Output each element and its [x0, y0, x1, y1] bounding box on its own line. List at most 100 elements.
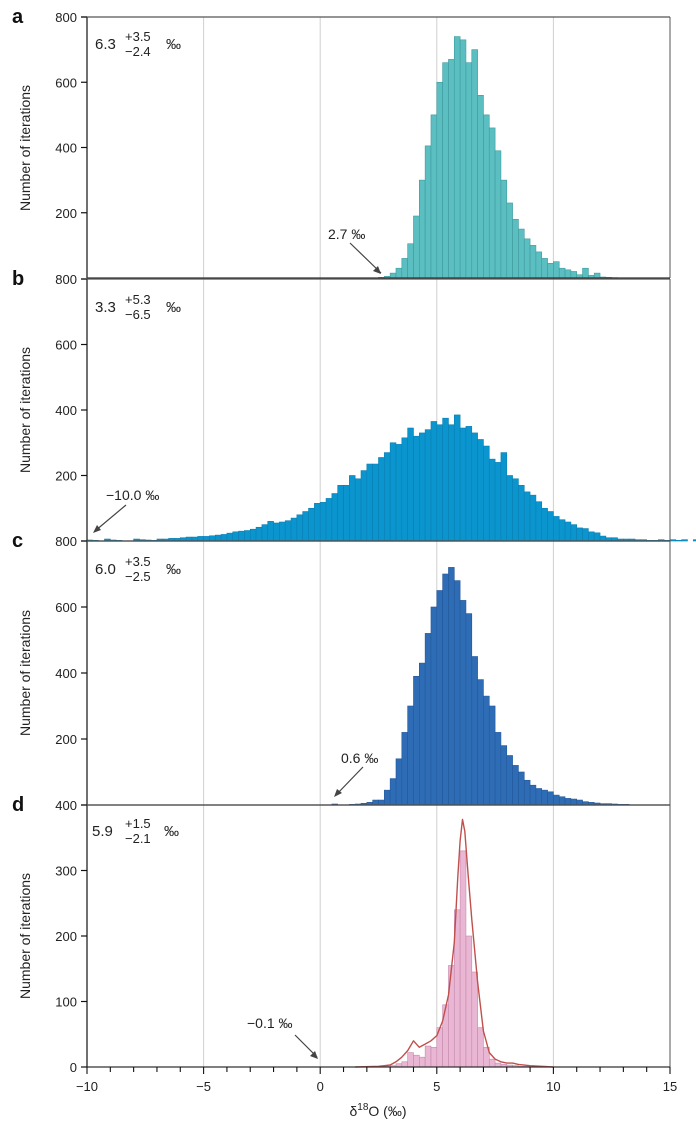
- histogram-bar-a: [465, 62, 473, 279]
- histogram-bar-b: [366, 463, 373, 542]
- estimate-d: 5.9 +1.5 −2.1 ‰: [92, 816, 179, 846]
- histogram-bar-b: [436, 424, 443, 542]
- histogram-bar-d: [477, 1027, 484, 1068]
- histogram-bar-a: [430, 114, 438, 279]
- estimate-value: 3.3: [95, 299, 116, 316]
- histogram-bar-b: [558, 519, 566, 542]
- histogram-bar-c: [518, 771, 525, 806]
- histogram-bar-a: [541, 258, 548, 279]
- panel-letter-b: b: [12, 268, 24, 290]
- grid-lines: [203, 17, 554, 1067]
- y-tick-label: 200: [55, 732, 77, 747]
- histogram-bar-b: [681, 539, 688, 542]
- histogram-bar-b: [302, 511, 309, 542]
- histogram-bar-a: [395, 267, 403, 279]
- histogram-bar-a: [553, 261, 560, 279]
- histogram-bar-b: [576, 527, 583, 542]
- histogram-bar-a: [535, 251, 543, 279]
- histogram-bar-b: [523, 491, 531, 542]
- estimate-plus: +3.5: [125, 29, 151, 44]
- histogram-bar-a: [593, 272, 601, 279]
- panel-letter-d: d: [12, 794, 24, 816]
- estimate-minus: −2.1: [125, 831, 151, 846]
- histogram-bar-d: [407, 1052, 414, 1068]
- histogram-bar-b: [459, 427, 467, 542]
- histogram-bar-a: [407, 243, 414, 279]
- y-tick-label: 100: [55, 995, 77, 1010]
- histogram-bar-b: [518, 485, 525, 542]
- histogram-bar-a: [488, 127, 496, 279]
- arrow-head-icon: [310, 1051, 318, 1059]
- histogram-bar-b: [553, 516, 560, 542]
- x-tick-label: −5: [196, 1079, 211, 1094]
- histogram-bar-a: [494, 150, 502, 279]
- annotation-c: 0.6 ‰: [334, 750, 378, 797]
- histogram-bar-d: [465, 935, 473, 1068]
- histogram-bar-b: [500, 452, 508, 542]
- y-tick-label: 400: [55, 141, 77, 156]
- panel-letter-a: a: [12, 6, 24, 28]
- arrow-head-icon: [373, 266, 381, 274]
- histogram-bar-a: [529, 245, 537, 279]
- y-tick-label: 600: [55, 600, 77, 615]
- histogram-bar-c: [401, 732, 408, 806]
- y-tick-label: 600: [55, 338, 77, 353]
- x-tick-label: −10: [76, 1079, 98, 1094]
- histogram-bar-c: [570, 798, 578, 806]
- histogram-bar-b: [296, 514, 304, 542]
- histogram-bar-d: [424, 1045, 432, 1068]
- x-tick-label: 0: [317, 1079, 324, 1094]
- histogram-bar-b: [599, 535, 607, 542]
- histogram-bar-b: [564, 521, 572, 542]
- histogram-bar-c: [488, 705, 496, 806]
- histogram-bar-a: [500, 179, 508, 279]
- histogram-bar-b: [547, 511, 554, 542]
- y-tick-label: 200: [55, 206, 77, 221]
- estimate-unit: ‰: [166, 36, 181, 53]
- histogram-bar-a: [413, 215, 420, 279]
- histogram-bar-a: [582, 267, 589, 279]
- histogram-bar-b: [477, 439, 484, 542]
- histogram-bar-b: [442, 417, 449, 542]
- estimate-minus: −2.5: [125, 569, 151, 584]
- x-axis-label: δ18O (‰): [349, 1102, 406, 1119]
- annotation-arrow: [335, 766, 364, 796]
- histogram-bar-b: [588, 531, 595, 542]
- histogram-bar-b: [395, 444, 403, 542]
- histogram-bar-c: [512, 765, 519, 806]
- histogram-bar-b: [430, 421, 438, 542]
- histogram-bar-b: [535, 501, 543, 542]
- estimate-plus: +5.3: [125, 292, 151, 307]
- histogram-bar-b: [529, 494, 537, 542]
- histogram-bar-b: [453, 414, 461, 542]
- y-tick-label: 400: [55, 666, 77, 681]
- density-curve-d: [355, 818, 554, 1068]
- histogram-bar-b: [314, 503, 321, 542]
- histogram-bar-b: [209, 535, 216, 542]
- histogram-bar-c: [553, 794, 560, 806]
- histogram-bar-c: [389, 778, 397, 806]
- histogram-bar-b: [488, 458, 496, 542]
- histogram-bar-b: [593, 532, 601, 542]
- histogram-bar-c: [535, 788, 543, 806]
- annotation-text: 2.7 ‰: [328, 226, 365, 242]
- histogram-bar-c: [558, 796, 566, 806]
- y-tick-label: 0: [70, 1060, 77, 1075]
- histogram-bar-c: [529, 784, 537, 806]
- histogram-bar-b: [331, 493, 338, 542]
- histogram-bar-b: [360, 470, 368, 542]
- histogram-bar-b: [203, 536, 210, 542]
- histogram-bar-a: [512, 218, 519, 279]
- histogram-bar-b: [424, 429, 432, 542]
- annotation-text: −10.0 ‰: [106, 487, 159, 503]
- histogram-bar-b: [238, 530, 245, 542]
- estimate-c: 6.0 +3.5 −2.5 ‰: [95, 554, 181, 584]
- estimate-plus: +3.5: [125, 554, 151, 569]
- histogram-bar-b: [349, 475, 356, 542]
- histogram-bar-a: [389, 272, 397, 279]
- histogram-bar-c: [459, 600, 467, 806]
- estimate-unit: ‰: [164, 823, 179, 840]
- histogram-bar-b: [214, 534, 222, 542]
- histogram-bar-a: [477, 95, 484, 279]
- histogram-bar-b: [255, 526, 263, 542]
